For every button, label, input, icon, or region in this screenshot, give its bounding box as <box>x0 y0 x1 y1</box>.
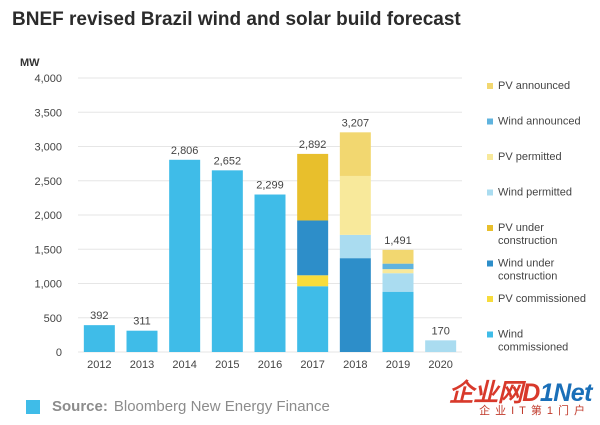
bar-segment-wind-commissioned <box>169 159 201 352</box>
bar-segment-pv-announced <box>382 249 414 264</box>
y-tick-label: 0 <box>56 347 62 359</box>
bar-segment-wind-announced <box>382 263 414 270</box>
bar-segment-wind-under-construction <box>297 220 329 276</box>
watermark-logo: 企业网D1Net <box>448 379 593 407</box>
y-tick-label: 500 <box>44 313 62 325</box>
bar-segment-wind-commissioned <box>254 194 286 352</box>
legend-swatch <box>487 83 493 89</box>
bar-segment-wind-commissioned <box>297 286 329 352</box>
chart-title: BNEF revised Brazil wind and solar build… <box>12 9 461 30</box>
bar-segment-pv-under-construction <box>297 153 329 221</box>
legend-label: Wind announced <box>498 116 581 128</box>
x-tick-label: 2019 <box>386 359 410 371</box>
bar-total-label: 3,207 <box>342 117 370 129</box>
legend-label: PV announced <box>498 80 570 92</box>
legend-swatch <box>487 189 493 196</box>
legend-swatch <box>487 331 493 338</box>
x-tick-labels: 2012 2013 2014 2015 2016 2017 2018 2019 2020 <box>87 359 453 371</box>
legend-label: Wind permitted <box>498 187 572 199</box>
bar-segment-pv-announced <box>339 132 371 176</box>
bar-segment-wind-permitted <box>425 340 457 352</box>
y-tick-label: 3,000 <box>34 142 62 154</box>
legend-swatch <box>487 296 493 302</box>
x-tick-label: 2018 <box>343 359 367 371</box>
x-tick-label: 2015 <box>215 359 239 371</box>
bar-segment-pv-commissioned <box>297 275 329 287</box>
y-tick-labels: 0 500 1,000 1,500 2,000 2,500 3,000 3,500 4,000 <box>34 73 62 359</box>
y-tick-label: 2,500 <box>34 176 62 188</box>
legend-swatch <box>487 260 493 267</box>
watermark-subtitle: 企业IT第1门户 <box>479 405 590 417</box>
legend-label: Wind under construction <box>498 258 557 283</box>
legend: PV announced Wind announced PV permitted Wi… <box>487 80 586 354</box>
y-tick-label: 1,500 <box>34 244 62 256</box>
y-tick-label: 1,000 <box>34 279 62 291</box>
x-tick-label: 2020 <box>428 359 452 371</box>
source-label: Source: <box>52 398 108 415</box>
bar-total-label: 392 <box>90 310 108 322</box>
x-tick-label: 2013 <box>130 359 154 371</box>
bar-total-label: 311 <box>133 316 151 328</box>
bars <box>83 132 457 352</box>
x-tick-label: 2012 <box>87 359 111 371</box>
bar-segment-wind-permitted <box>382 273 414 292</box>
x-tick-label: 2014 <box>172 359 196 371</box>
legend-swatch <box>487 225 493 231</box>
bar-segment-pv-permitted <box>339 175 371 235</box>
y-tick-label: 4,000 <box>34 73 62 85</box>
legend-label: PV under construction <box>498 222 557 247</box>
site-watermark: 企业网D1Net 企业IT第1门户 <box>422 373 593 417</box>
bar-segment-wind-commissioned <box>382 291 414 352</box>
legend-label: PV commissioned <box>498 293 586 305</box>
bar-segment-wind-commissioned <box>211 170 243 352</box>
legend-swatch <box>487 154 493 160</box>
legend-label: Wind commissioned <box>498 329 568 354</box>
x-tick-label: 2016 <box>258 359 282 371</box>
bar-segment-wind-permitted <box>339 234 371 259</box>
x-tick-label: 2017 <box>300 359 324 371</box>
bar-segment-wind-under-construction <box>339 258 371 352</box>
legend-swatch <box>487 118 493 125</box>
bar-segment-wind-commissioned <box>126 330 158 352</box>
legend-label: PV permitted <box>498 151 562 163</box>
bar-total-labels: 392 311 2,806 2,652 2,299 2,892 3,207 1,491 170 <box>90 117 450 337</box>
source-text: Bloomberg New Energy Finance <box>113 398 330 415</box>
bar-total-label: 170 <box>431 325 449 337</box>
bar-total-label: 1,491 <box>384 235 412 247</box>
y-axis-unit: MW <box>20 57 40 69</box>
source-note: Source: Bloomberg New Energy Finance <box>26 398 330 415</box>
bar-total-label: 2,299 <box>256 180 284 192</box>
bar-total-label: 2,652 <box>214 155 242 167</box>
source-swatch <box>26 399 40 414</box>
bar-segment-wind-commissioned <box>83 325 115 352</box>
bar-segment-pv-permitted <box>382 269 414 274</box>
bar-total-label: 2,892 <box>299 139 327 151</box>
bar-total-label: 2,806 <box>171 145 199 157</box>
y-tick-label: 3,500 <box>34 107 62 119</box>
y-tick-label: 2,000 <box>34 210 62 222</box>
